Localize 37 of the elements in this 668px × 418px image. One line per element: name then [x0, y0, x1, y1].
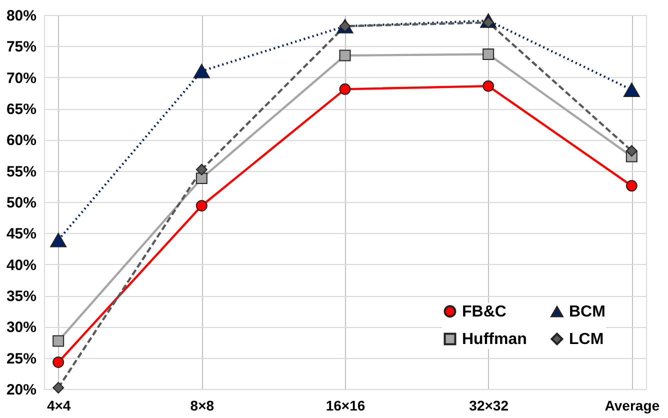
- x-tick-label: Average: [604, 398, 660, 414]
- point: [626, 145, 638, 157]
- y-tick-label: 35%: [6, 288, 36, 305]
- legend-label: BCM: [569, 304, 606, 321]
- y-tick-label: 75%: [6, 38, 36, 56]
- x-tick-label: 8×8: [190, 398, 214, 414]
- point: [193, 64, 210, 78]
- y-tick-label: 55%: [6, 163, 36, 180]
- y-tick-label: 50%: [6, 194, 36, 212]
- y-tick-label: 30%: [6, 319, 36, 336]
- point: [626, 180, 638, 192]
- y-tick-label: 40%: [6, 256, 36, 274]
- y-tick-label: 60%: [6, 132, 36, 150]
- point: [196, 172, 208, 184]
- point: [52, 382, 64, 394]
- point: [52, 335, 64, 347]
- y-tick-label: 45%: [6, 226, 36, 243]
- point: [196, 200, 208, 212]
- y-tick-label: 70%: [6, 70, 36, 87]
- legend-label: FB&C: [462, 303, 507, 320]
- y-tick-label: 80%: [6, 8, 36, 24]
- point: [339, 83, 351, 95]
- point: [52, 356, 64, 368]
- x-tick-label: 4×4: [46, 398, 71, 414]
- point: [482, 48, 494, 60]
- point: [623, 82, 640, 98]
- y-tick-label: 20%: [6, 382, 36, 398]
- y-tick-label: 25%: [6, 350, 36, 368]
- legend-label: LCM: [569, 331, 604, 348]
- legend-label: Huffman: [462, 331, 527, 348]
- x-tick-label: 16×16: [326, 398, 366, 414]
- y-tick-label: 65%: [6, 101, 36, 118]
- point: [482, 80, 494, 92]
- point: [196, 164, 208, 176]
- point: [339, 50, 351, 62]
- x-tick-label: 32×32: [469, 398, 509, 414]
- point: [50, 232, 67, 248]
